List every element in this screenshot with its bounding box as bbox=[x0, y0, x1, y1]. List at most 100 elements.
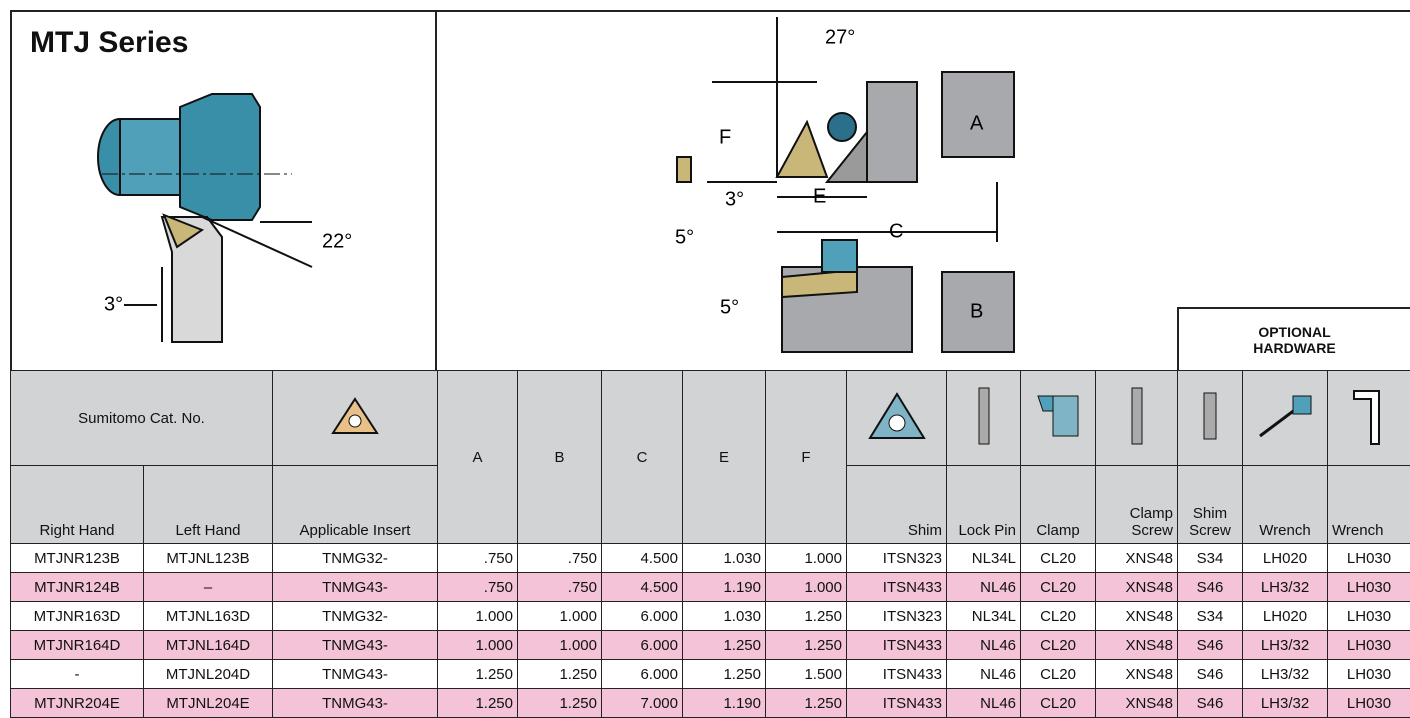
column-header: F bbox=[766, 371, 847, 544]
column-header: E bbox=[683, 371, 766, 544]
column-header: Shim bbox=[847, 466, 947, 544]
table-cell: LH3/32 bbox=[1243, 689, 1328, 718]
table-cell: 1.250 bbox=[683, 631, 766, 660]
table-cell: 1.250 bbox=[438, 689, 518, 718]
column-header: Clamp Screw bbox=[1096, 466, 1178, 544]
table-cell: LH020 bbox=[1243, 544, 1328, 573]
table-cell: 1.030 bbox=[683, 602, 766, 631]
angle-label: 22° bbox=[322, 230, 352, 252]
table-cell: 1.250 bbox=[518, 689, 602, 718]
table-cell: - bbox=[11, 660, 144, 689]
table-cell: NL46 bbox=[947, 660, 1021, 689]
dim-label: 5° bbox=[720, 296, 739, 318]
table-cell: 1.250 bbox=[766, 602, 847, 631]
dim-label: A bbox=[970, 112, 984, 134]
dim-label: F bbox=[719, 126, 731, 148]
table-cell: NL34L bbox=[947, 544, 1021, 573]
table-cell: LH3/32 bbox=[1243, 631, 1328, 660]
table-cell: LH3/32 bbox=[1243, 573, 1328, 602]
table-cell: ITSN433 bbox=[847, 660, 947, 689]
table-cell: NL46 bbox=[947, 689, 1021, 718]
table-cell: ITSN433 bbox=[847, 573, 947, 602]
table-cell: TNMG43- bbox=[273, 573, 438, 602]
optional-hardware: OPTIONAL HARDWARE bbox=[1177, 307, 1410, 370]
table-cell: 6.000 bbox=[602, 602, 683, 631]
angle-label: 3° bbox=[104, 293, 123, 315]
table-cell: S34 bbox=[1178, 602, 1243, 631]
table-cell: MTJNL163D bbox=[144, 602, 273, 631]
table-cell: MTJNR164D bbox=[11, 631, 144, 660]
table-cell: MTJNR163D bbox=[11, 602, 144, 631]
column-header: Lock Pin bbox=[947, 466, 1021, 544]
table-cell: MTJNL204E bbox=[144, 689, 273, 718]
table-cell: ITSN323 bbox=[847, 544, 947, 573]
table-cell: LH030 bbox=[1328, 573, 1410, 602]
table-cell: 1.000 bbox=[766, 544, 847, 573]
table-cell: MTJNL123B bbox=[144, 544, 273, 573]
group-header: Sumitomo Cat. No. bbox=[11, 371, 273, 466]
table-cell: CL20 bbox=[1021, 602, 1096, 631]
table-cell: 1.000 bbox=[766, 573, 847, 602]
table-cell: MTJNL204D bbox=[144, 660, 273, 689]
table-cell: S34 bbox=[1178, 544, 1243, 573]
pin-icon bbox=[947, 371, 1021, 466]
spec-table: Sumitomo Cat. No. A B C E F Right Hand L… bbox=[10, 370, 1410, 718]
table-cell: 1.000 bbox=[438, 602, 518, 631]
table-cell: .750 bbox=[518, 544, 602, 573]
table-cell: LH030 bbox=[1328, 544, 1410, 573]
table-cell: 1.250 bbox=[766, 631, 847, 660]
table-cell: MTJNR123B bbox=[11, 544, 144, 573]
screw-icon bbox=[1178, 371, 1243, 466]
table-cell: S46 bbox=[1178, 689, 1243, 718]
column-header: Wrench bbox=[1243, 466, 1328, 544]
table-cell: LH020 bbox=[1243, 602, 1328, 631]
column-header: Clamp bbox=[1021, 466, 1096, 544]
column-header: C bbox=[602, 371, 683, 544]
table-cell: – bbox=[144, 573, 273, 602]
dim-label: C bbox=[889, 220, 903, 242]
table-cell: TNMG32- bbox=[273, 602, 438, 631]
table-cell: ITSN433 bbox=[847, 631, 947, 660]
table-cell: S46 bbox=[1178, 631, 1243, 660]
table-cell: 1.250 bbox=[766, 689, 847, 718]
table-cell: 1.000 bbox=[518, 631, 602, 660]
table-cell: .750 bbox=[438, 573, 518, 602]
column-header: Shim Screw bbox=[1178, 466, 1243, 544]
table-cell: XNS48 bbox=[1096, 573, 1178, 602]
table-cell: ITSN323 bbox=[847, 602, 947, 631]
table-cell: 1.250 bbox=[518, 660, 602, 689]
table-cell: 1.500 bbox=[766, 660, 847, 689]
table-cell: 1.000 bbox=[518, 602, 602, 631]
table-cell: XNS48 bbox=[1096, 602, 1178, 631]
left-panel: MTJ Series 22° 3° bbox=[10, 10, 437, 370]
column-header: Applicable Insert bbox=[273, 466, 438, 544]
table-cell: LH3/32 bbox=[1243, 660, 1328, 689]
table-cell: S46 bbox=[1178, 660, 1243, 689]
shim-icon bbox=[847, 371, 947, 466]
column-header: Right Hand bbox=[11, 466, 144, 544]
column-header: Left Hand bbox=[144, 466, 273, 544]
table-cell: XNS48 bbox=[1096, 660, 1178, 689]
table-cell: .750 bbox=[438, 544, 518, 573]
table-cell: XNS48 bbox=[1096, 689, 1178, 718]
table-cell: LH030 bbox=[1328, 631, 1410, 660]
table-cell: CL20 bbox=[1021, 544, 1096, 573]
dim-label: 5° bbox=[675, 226, 694, 248]
dim-label: B bbox=[970, 300, 983, 322]
column-header: B bbox=[518, 371, 602, 544]
left-diagram: 22° 3° bbox=[12, 12, 435, 368]
table-cell: LH030 bbox=[1328, 602, 1410, 631]
table-cell: 7.000 bbox=[602, 689, 683, 718]
table-cell: 6.000 bbox=[602, 631, 683, 660]
table-cell: CL20 bbox=[1021, 631, 1096, 660]
table-cell: XNS48 bbox=[1096, 631, 1178, 660]
table-cell: 1.190 bbox=[683, 573, 766, 602]
table-cell: 1.030 bbox=[683, 544, 766, 573]
